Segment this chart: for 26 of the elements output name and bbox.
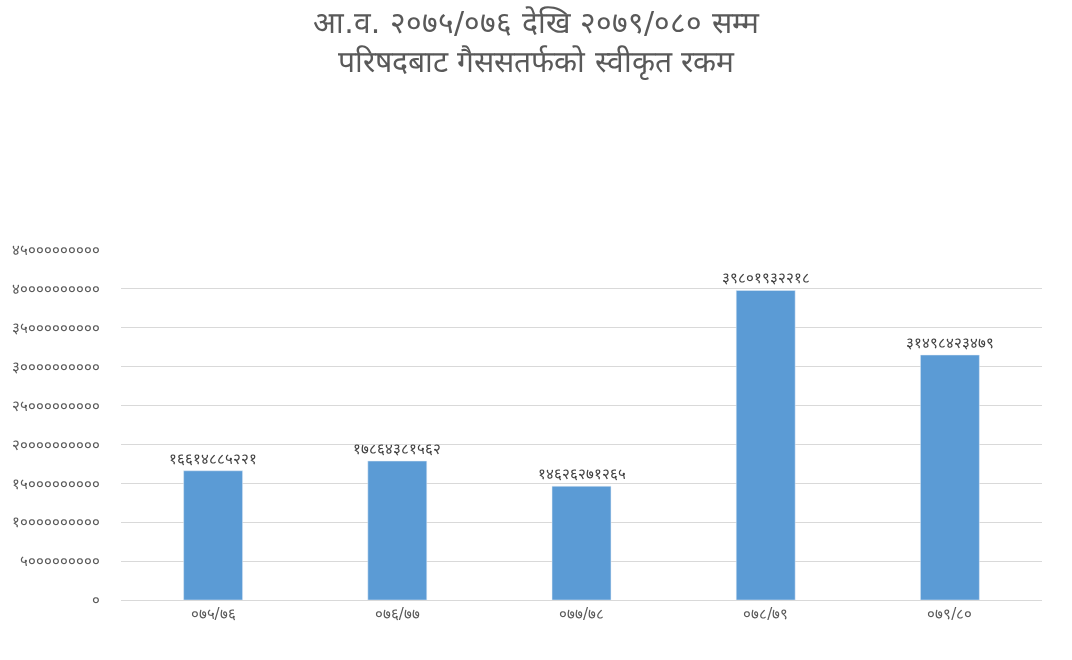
x-tick-label: ०७५/७६ [190, 605, 236, 623]
data-label: ३१४९८४२३४७९ [905, 334, 994, 353]
y-tick-label: १०००००००००० [12, 513, 100, 532]
bar [183, 470, 243, 600]
bar [367, 460, 428, 600]
y-tick-label: ४५००००००००० [12, 241, 100, 260]
data-label: १७८६४३८१५६२ [353, 440, 442, 459]
x-tick-label: ०७८/७९ [743, 605, 789, 623]
y-tick-label: ४०००००००००० [12, 280, 100, 299]
data-label: ३९८०१९३२२१८ [721, 269, 810, 288]
chart-title: आ.व. २०७५/०७६ देखि २०७९/०८० सम्म परिषदबाट गैससतर्फको स्वीकृत रकम [313, 5, 760, 81]
x-tick-label: ०७९/८० [927, 605, 973, 623]
y-tick-label: २५००००००००० [12, 396, 100, 415]
bar [920, 354, 980, 600]
data-label: १४६२६२७१२६५ [537, 465, 626, 484]
x-tick-label: ०७७/७८ [558, 605, 605, 623]
y-tick-label: ० [92, 591, 100, 610]
y-tick-label: ३५००००००००० [12, 319, 100, 338]
y-tick-label: २०००००००००० [12, 435, 100, 454]
y-tick-label: ५००००००००० [20, 552, 100, 571]
bar [551, 485, 612, 600]
y-tick-label: ३०००००००००० [12, 357, 100, 376]
bar [735, 290, 796, 600]
data-label: १६६१४८८५२२१ [169, 449, 258, 468]
y-tick-label: १५००००००००० [12, 474, 100, 493]
x-tick-label: ०७६/७७ [374, 605, 420, 623]
